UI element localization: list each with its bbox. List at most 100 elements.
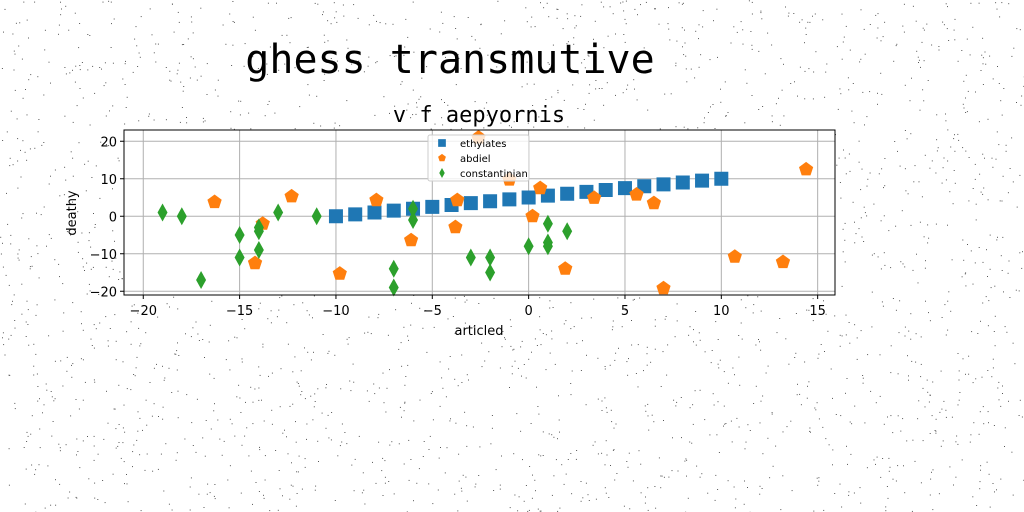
noise-dot [947, 129, 949, 131]
noise-dot [72, 302, 74, 304]
noise-dot [264, 455, 266, 457]
noise-dot [883, 252, 885, 254]
noise-dot [682, 2, 684, 4]
noise-dot [54, 169, 56, 171]
noise-dot [493, 297, 495, 299]
noise-dot [313, 122, 315, 124]
noise-dot [807, 21, 809, 23]
noise-dot [604, 397, 606, 399]
noise-dot [408, 439, 410, 441]
point-ethyiates [637, 179, 652, 194]
noise-dot [994, 285, 996, 287]
noise-dot [176, 350, 178, 352]
noise-dot [112, 473, 114, 475]
noise-dot [758, 50, 760, 52]
noise-dot [665, 316, 667, 317]
noise-dot [992, 166, 994, 168]
noise-dot [93, 347, 95, 349]
noise-dot [274, 112, 276, 114]
noise-dot [753, 304, 755, 306]
noise-dot [281, 34, 283, 36]
noise-dot [29, 266, 31, 268]
noise-dot [14, 320, 16, 321]
noise-dot [686, 475, 687, 477]
noise-dot [310, 395, 312, 397]
noise-dot [513, 121, 515, 123]
noise-dot [35, 314, 37, 316]
noise-dot [919, 109, 921, 111]
noise-dot [918, 59, 920, 61]
noise-dot [289, 42, 291, 44]
noise-dot [727, 112, 729, 113]
noise-dot [805, 27, 807, 29]
noise-dot [433, 51, 435, 53]
noise-dot [900, 261, 902, 263]
noise-dot [545, 99, 547, 100]
noise-dot [379, 22, 381, 24]
noise-dot [985, 63, 987, 65]
noise-dot [407, 103, 409, 105]
point-abdiel [558, 261, 573, 275]
noise-dot [585, 404, 587, 406]
noise-dot [917, 56, 919, 58]
noise-dot [795, 352, 797, 354]
noise-dot [952, 203, 954, 205]
noise-dot [171, 392, 173, 393]
noise-dot [871, 326, 873, 328]
noise-dot [382, 457, 384, 459]
noise-dot [233, 21, 235, 23]
noise-dot [688, 334, 690, 336]
noise-dot [461, 382, 463, 383]
noise-dot [87, 69, 89, 71]
noise-dot [416, 106, 418, 108]
noise-dot [61, 8, 62, 10]
noise-dot [607, 35, 609, 37]
noise-dot [401, 81, 403, 83]
noise-dot [920, 66, 921, 68]
noise-dot [30, 433, 32, 435]
noise-dot [759, 341, 760, 343]
noise-dot [563, 483, 565, 485]
point-constantinian [465, 248, 476, 267]
noise-dot [157, 43, 159, 45]
noise-dot [290, 484, 292, 486]
noise-dot [674, 336, 676, 338]
noise-dot [523, 364, 525, 365]
noise-dot [84, 381, 86, 383]
noise-dot [841, 13, 843, 15]
noise-dot [813, 510, 815, 512]
noise-dot [920, 376, 922, 378]
noise-dot [514, 494, 516, 496]
noise-dot [182, 90, 184, 92]
noise-dot [570, 394, 572, 396]
noise-dot [992, 358, 994, 360]
noise-dot [504, 337, 505, 339]
noise-dot [1015, 289, 1017, 291]
noise-dot [481, 65, 483, 67]
noise-dot [978, 2, 980, 4]
noise-dot [805, 34, 807, 35]
noise-dot [973, 422, 975, 424]
noise-dot [972, 188, 974, 189]
noise-dot [440, 447, 441, 448]
noise-dot [40, 214, 42, 216]
noise-dot [192, 445, 194, 446]
noise-dot [461, 128, 463, 130]
noise-dot [859, 61, 861, 63]
noise-dot [836, 164, 838, 166]
noise-dot [284, 63, 286, 65]
noise-dot [594, 53, 596, 54]
noise-dot [426, 351, 428, 353]
noise-dot [63, 194, 65, 196]
noise-dot [207, 483, 209, 485]
noise-dot [192, 327, 194, 329]
noise-dot [204, 357, 205, 358]
noise-dot [185, 333, 186, 335]
noise-dot [295, 421, 296, 423]
noise-dot [373, 383, 375, 385]
noise-dot [702, 10, 704, 12]
noise-dot [287, 453, 289, 455]
noise-dot [28, 238, 30, 240]
noise-dot [41, 144, 43, 146]
noise-dot [975, 219, 977, 221]
